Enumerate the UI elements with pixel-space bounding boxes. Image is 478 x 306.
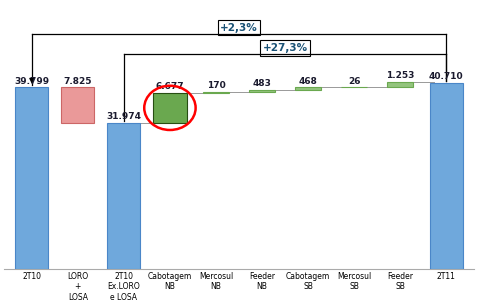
Bar <box>61 87 95 123</box>
Text: 468: 468 <box>299 77 317 86</box>
Bar <box>295 88 321 90</box>
Text: 31.974: 31.974 <box>107 112 141 121</box>
Text: +2,3%: +2,3% <box>220 23 258 32</box>
Bar <box>250 90 275 92</box>
Text: 26: 26 <box>348 77 360 86</box>
Bar <box>388 82 413 87</box>
Text: 7.825: 7.825 <box>64 76 92 85</box>
Text: 6.677: 6.677 <box>156 82 184 91</box>
Bar <box>107 123 141 269</box>
Bar <box>203 92 228 93</box>
Bar <box>430 83 463 269</box>
Bar <box>153 93 186 123</box>
Text: 1.253: 1.253 <box>386 71 414 80</box>
Text: +27,3%: +27,3% <box>262 43 308 53</box>
Text: 40.710: 40.710 <box>429 72 464 81</box>
Text: 170: 170 <box>206 81 225 91</box>
Text: 483: 483 <box>252 79 272 88</box>
Text: 39.799: 39.799 <box>14 76 49 85</box>
Bar <box>15 87 48 269</box>
